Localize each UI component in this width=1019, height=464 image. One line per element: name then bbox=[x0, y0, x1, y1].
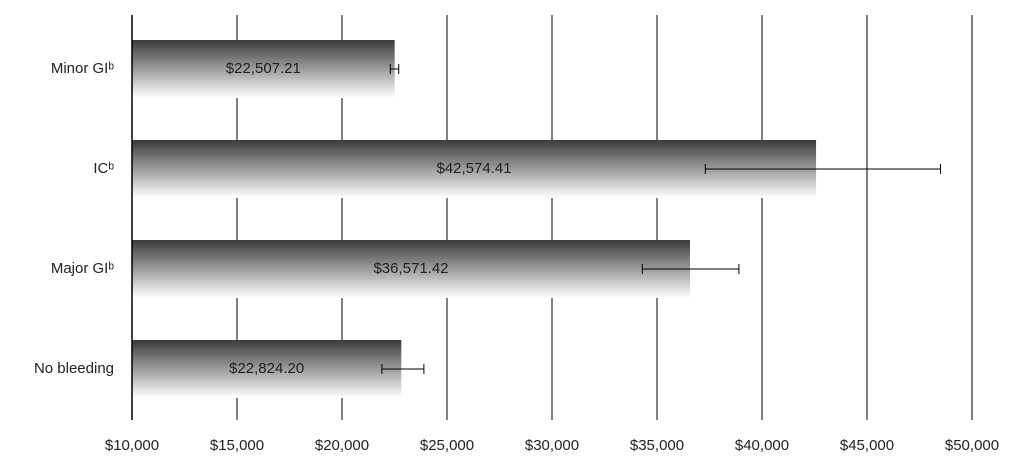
bar bbox=[132, 140, 817, 198]
x-tick-label: $45,000 bbox=[840, 437, 894, 454]
x-tick-label: $35,000 bbox=[630, 437, 684, 454]
y-tick-label: Minor GIᵇ bbox=[51, 60, 115, 77]
bar bbox=[132, 40, 395, 98]
value-label: $22,824.20 bbox=[229, 360, 304, 377]
y-tick-label: Major GIᵇ bbox=[51, 260, 115, 277]
bar bbox=[132, 340, 402, 398]
bar bbox=[132, 240, 690, 298]
x-tick-label: $30,000 bbox=[525, 437, 579, 454]
x-tick-label: $20,000 bbox=[315, 437, 369, 454]
y-tick-label: ICᵇ bbox=[93, 160, 114, 177]
x-tick-label: $50,000 bbox=[945, 437, 999, 454]
x-tick-label: $15,000 bbox=[210, 437, 264, 454]
y-tick-label: No bleeding bbox=[34, 360, 114, 377]
x-tick-label: $25,000 bbox=[420, 437, 474, 454]
x-tick-label: $40,000 bbox=[735, 437, 789, 454]
value-label: $42,574.41 bbox=[436, 160, 511, 177]
x-tick-label: $10,000 bbox=[105, 437, 159, 454]
value-label: $36,571.42 bbox=[373, 260, 448, 277]
value-label: $22,507.21 bbox=[226, 60, 301, 77]
